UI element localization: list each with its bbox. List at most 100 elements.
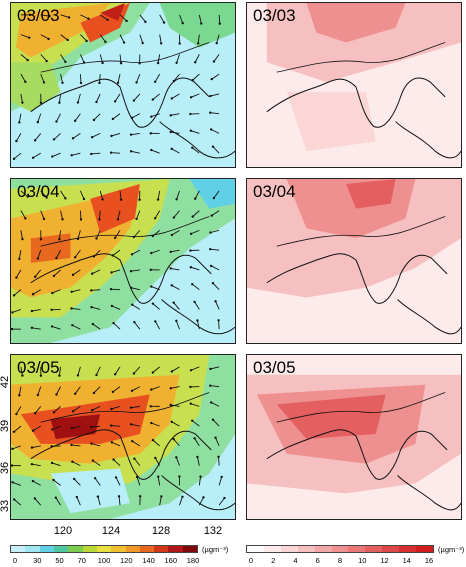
coastline-overlay	[266, 392, 461, 511]
wind-arrow	[79, 74, 82, 84]
wind-arrow-head	[150, 421, 153, 425]
wind-arrow-head	[42, 81, 46, 84]
wind-arrow	[12, 445, 22, 450]
wind-arrow	[13, 499, 22, 506]
wind-arrow	[53, 269, 61, 277]
colorbar-swatch	[365, 546, 383, 552]
wind-arrow-head	[95, 237, 98, 240]
map-panel-left-1: 03/03	[10, 2, 236, 168]
wind-arrow-head	[110, 271, 113, 274]
wind-arrow	[111, 269, 121, 273]
wind-arrow-head	[21, 237, 24, 241]
wind-arrow-head	[129, 133, 133, 136]
wind-arrow-head	[15, 412, 18, 416]
wind-arrow-head	[113, 236, 117, 240]
wind-arrow	[170, 249, 180, 253]
wind-arrow-head	[71, 324, 74, 327]
wind-arrow	[12, 481, 22, 486]
wind-arrow-head	[209, 111, 212, 114]
wind-arrow-head	[217, 455, 220, 458]
wind-arrow-head	[172, 216, 176, 219]
wind-arrow	[192, 73, 200, 81]
wind-arrow-head	[211, 282, 215, 285]
wind-arrow-head	[114, 476, 118, 479]
wind-arrow-head	[149, 132, 152, 135]
wind-arrow	[173, 73, 180, 82]
wind-arrow	[20, 73, 26, 83]
colorbar-swatch	[168, 546, 183, 552]
wind-arrow-head	[189, 96, 193, 99]
wind-arrow-head	[169, 403, 172, 407]
wind-arrow-head	[211, 145, 215, 148]
wind-arrow-head	[79, 218, 83, 221]
wind-arrow	[136, 73, 141, 83]
wind-arrow	[157, 54, 161, 64]
wind-arrow	[210, 93, 220, 97]
wind-arrow-head	[30, 446, 34, 449]
wind-arrow-head	[42, 217, 46, 221]
wind-arrow-head	[132, 99, 136, 102]
wind-arrow-head	[169, 267, 172, 270]
wind-arrow-head	[70, 307, 73, 310]
wind-arrow-head	[170, 233, 174, 237]
wind-arrow	[154, 210, 161, 219]
wind-arrow-head	[82, 197, 86, 201]
wind-arrow-head	[170, 370, 174, 373]
wind-arrow-head	[31, 156, 35, 159]
wind-arrow	[157, 190, 161, 200]
wind-arrow-head	[218, 22, 221, 25]
wind-arrow-head	[154, 320, 157, 323]
wind-arrow-head	[130, 253, 134, 256]
wind-arrow-head	[71, 273, 75, 277]
wind-arrow-head	[52, 478, 55, 482]
wind-arrow-head	[50, 325, 54, 328]
wind-arrow	[32, 480, 41, 486]
wind-arrow	[130, 269, 140, 272]
wind-arrow-head	[153, 80, 157, 83]
wind-arrow-head	[18, 394, 21, 397]
colorbar-swatch	[139, 546, 155, 552]
wind-arrow-head	[191, 283, 194, 286]
wind-arrow-head	[202, 496, 205, 499]
wind-arrow-head	[55, 120, 58, 123]
wind-arrow-head	[209, 247, 212, 251]
wind-arrow	[173, 302, 180, 310]
wind-arrow	[40, 190, 47, 198]
wind-arrow	[20, 210, 26, 219]
wind-arrow	[114, 230, 121, 239]
map-panel-left-3: 03/05	[10, 354, 236, 520]
wind-arrow	[134, 321, 141, 330]
wind-arrow	[53, 406, 61, 413]
wind-arrow	[159, 14, 165, 23]
wind-arrow	[210, 385, 220, 388]
wind-arrow	[56, 249, 61, 259]
colorbar-swatch	[82, 546, 97, 552]
lon-tick: 132	[203, 525, 223, 537]
wind-arrow-head	[73, 119, 77, 123]
wind-arrow-head	[138, 495, 142, 498]
wind-arrow-head	[172, 301, 175, 304]
wind-arrow	[76, 496, 81, 506]
wind-arrow	[111, 305, 121, 310]
wind-arrow	[171, 93, 180, 99]
wind-arrow-head	[33, 497, 37, 500]
wind-arrow-head	[175, 198, 178, 201]
wind-arrow	[72, 461, 81, 467]
wind-arrow-head	[91, 322, 95, 326]
wind-arrow-head	[151, 371, 154, 374]
wind-arrow-head	[87, 17, 90, 20]
wind-arrow-head	[214, 300, 217, 303]
wind-arrow-head	[170, 97, 174, 100]
wind-arrow-head	[92, 118, 96, 122]
wind-arrow	[52, 425, 61, 430]
wind-arrow-head	[189, 232, 193, 235]
wind-arrow-head	[66, 38, 69, 42]
wind-arrow	[151, 149, 160, 154]
wind-arrow	[176, 190, 180, 200]
wind-arrow	[34, 133, 42, 141]
wind-arrow	[197, 320, 200, 330]
coastline-overlay	[266, 42, 461, 159]
wind-arrow	[132, 304, 141, 310]
wind-arrow-head	[175, 61, 178, 64]
wind-arrow	[74, 113, 81, 122]
